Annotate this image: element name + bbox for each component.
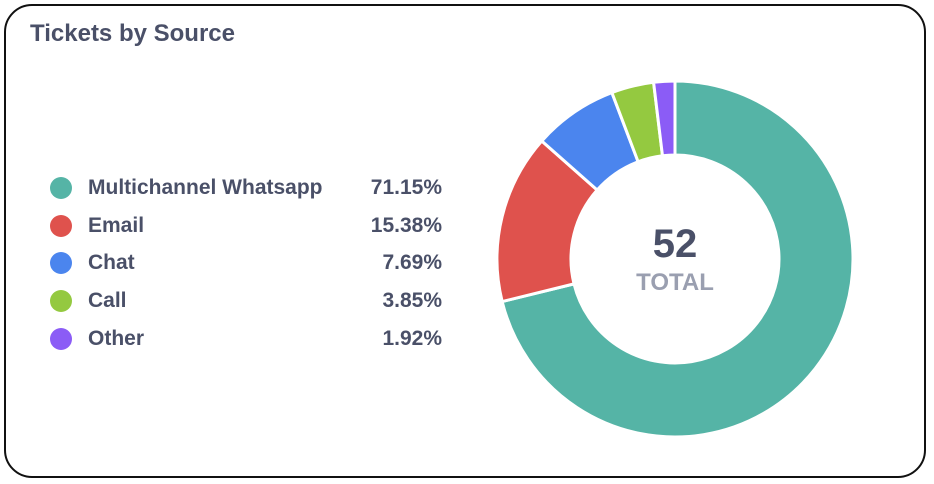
legend-item-email[interactable]: Email 15.38% xyxy=(50,207,442,245)
legend-dot xyxy=(50,176,72,199)
legend-label: Other xyxy=(88,326,145,350)
legend-label: Email xyxy=(88,213,145,237)
donut-slice-other[interactable] xyxy=(652,79,677,158)
legend-label: Call xyxy=(88,288,127,312)
legend-value: 1.92% xyxy=(382,326,442,350)
legend-value: 71.15% xyxy=(370,175,442,199)
legend-item-multichannel-whatsapp[interactable]: Multichannel Whatsapp 71.15% xyxy=(50,169,442,207)
center-label: TOTAL xyxy=(636,269,714,296)
chart-legend: Multichannel Whatsapp 71.15% Email 15.38… xyxy=(50,169,442,357)
legend-label: Multichannel Whatsapp xyxy=(88,175,323,199)
donut-chart: 52 TOTAL xyxy=(495,79,855,439)
legend-item-other[interactable]: Other 1.92% xyxy=(50,320,442,358)
legend-dot xyxy=(50,252,72,275)
donut-slices xyxy=(495,79,855,439)
legend-label: Chat xyxy=(88,251,135,275)
legend-value: 7.69% xyxy=(382,251,442,275)
card-title: Tickets by Source xyxy=(30,20,235,47)
center-total: 52 xyxy=(653,222,698,266)
legend-item-call[interactable]: Call 3.85% xyxy=(50,282,442,320)
legend-dot xyxy=(50,289,72,312)
legend-item-chat[interactable]: Chat 7.69% xyxy=(50,244,442,282)
donut-slice-multichannel-whatsapp[interactable] xyxy=(500,79,855,439)
legend-dot xyxy=(50,327,72,350)
legend-value: 3.85% xyxy=(382,288,442,312)
legend-value: 15.38% xyxy=(370,213,442,237)
legend-dot xyxy=(50,214,72,237)
tickets-by-source-card: Tickets by Source Multichannel Whatsapp … xyxy=(4,4,926,478)
